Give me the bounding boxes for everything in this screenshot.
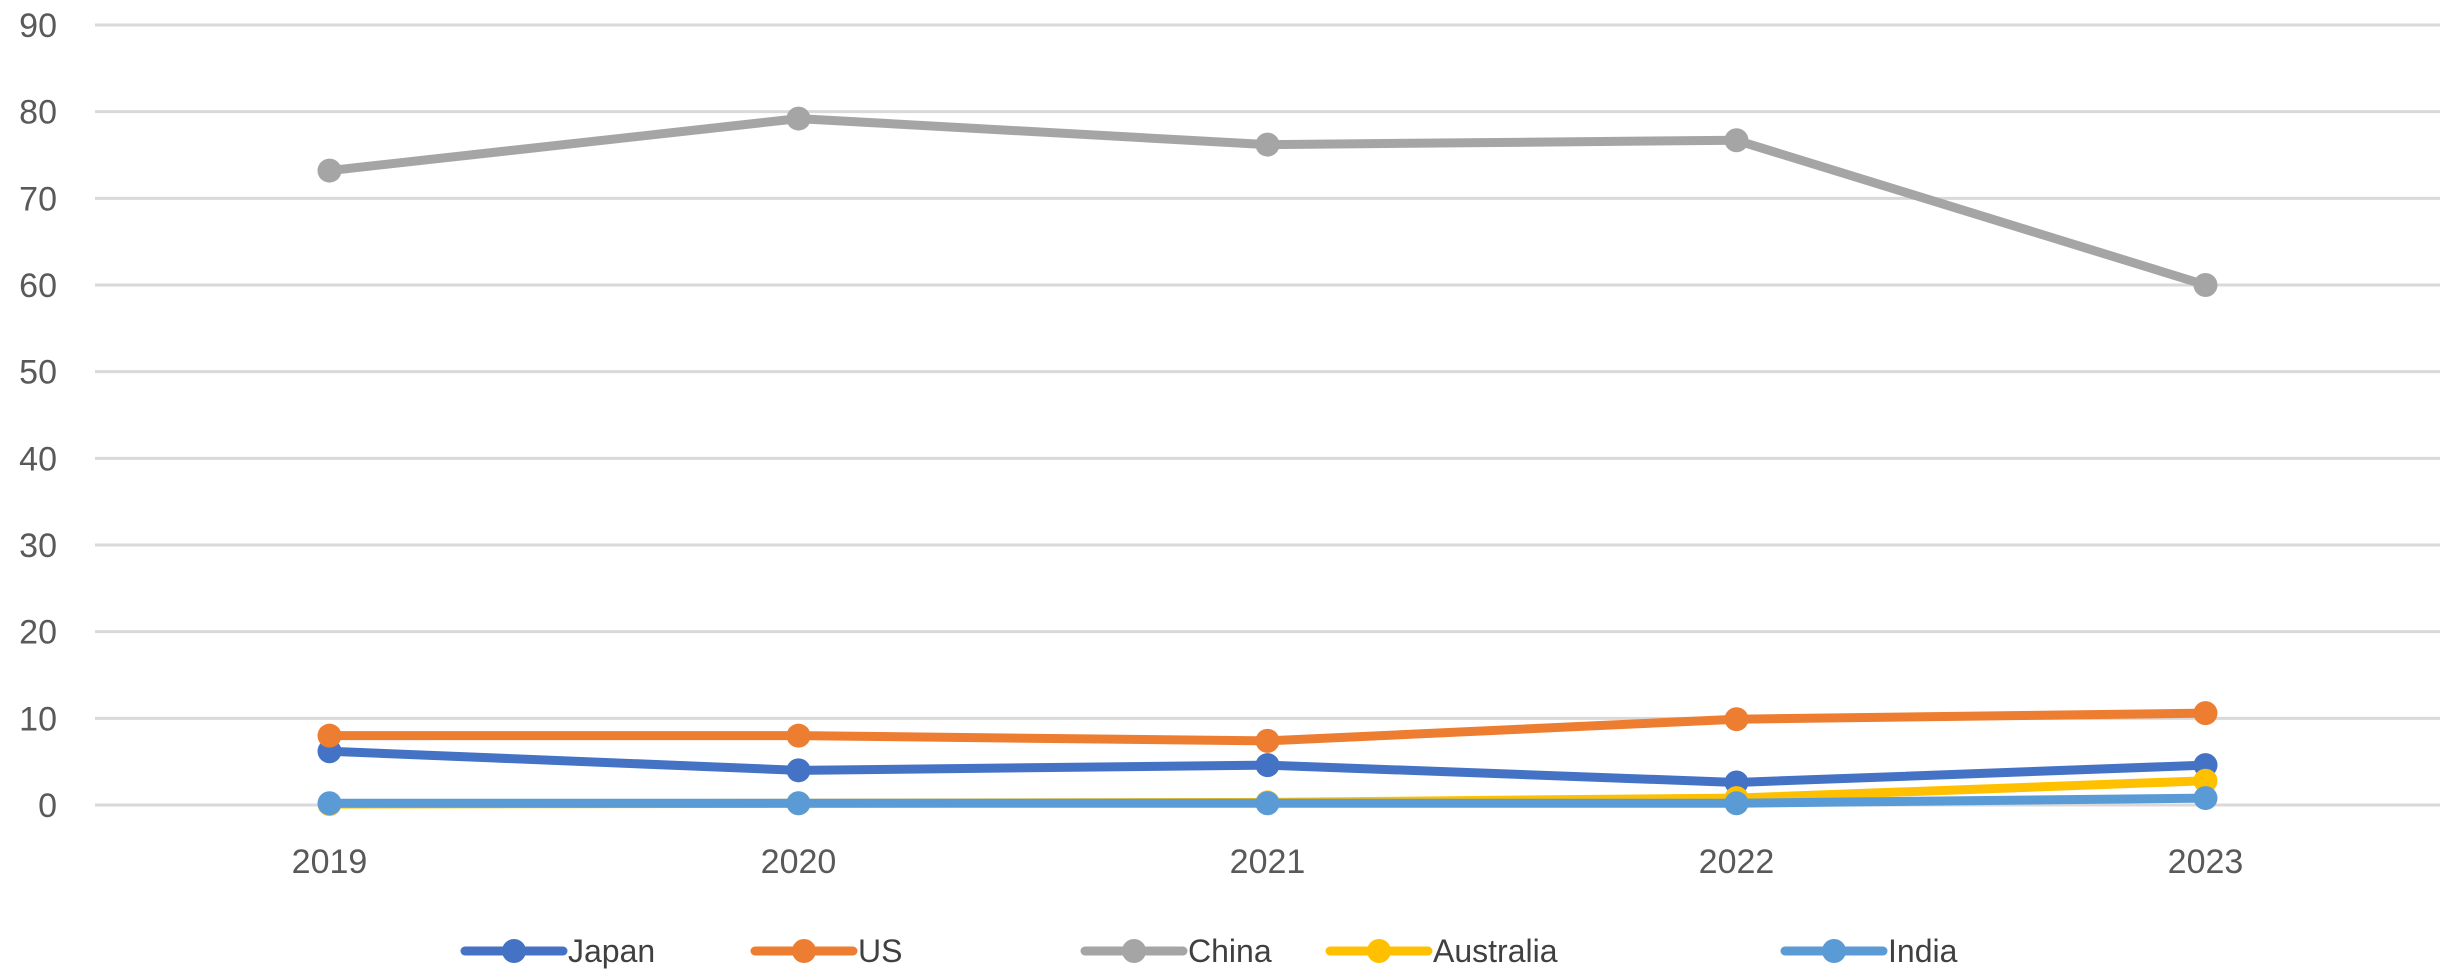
data-point — [2193, 701, 2218, 726]
legend-swatch-marker — [1367, 939, 1391, 963]
y-tick-label: 0 — [38, 787, 57, 825]
legend-swatch-marker — [792, 939, 816, 963]
data-point — [1724, 707, 1749, 732]
data-point — [1255, 132, 1280, 157]
data-point — [1255, 728, 1280, 753]
data-point — [1255, 791, 1280, 816]
data-point — [317, 791, 342, 816]
legend-swatch-marker — [1122, 939, 1146, 963]
data-point — [786, 758, 811, 783]
x-tick-label: 2019 — [292, 843, 368, 881]
series-lines — [317, 106, 2218, 817]
data-point — [1724, 791, 1749, 816]
legend-item-japan[interactable]: Japan — [460, 933, 655, 969]
y-tick-label: 70 — [19, 180, 57, 218]
data-point — [786, 723, 811, 748]
data-point — [1255, 753, 1280, 778]
x-tick-label: 2023 — [2168, 843, 2244, 881]
series-india — [317, 786, 2218, 816]
y-tick-label: 50 — [19, 354, 57, 392]
data-point — [2193, 768, 2218, 793]
legend-label: US — [858, 933, 902, 969]
legend-item-us[interactable]: US — [750, 933, 902, 969]
data-point — [2193, 273, 2218, 297]
legend-label: China — [1188, 933, 1272, 969]
legend-label: India — [1888, 933, 1958, 969]
x-tick-label: 2020 — [761, 843, 837, 881]
x-axis-tick-labels: 2019 2020 2021 2022 2023 — [292, 843, 2244, 881]
data-point — [317, 158, 342, 183]
data-point — [317, 723, 342, 748]
legend-swatch-marker — [502, 939, 526, 963]
x-tick-label: 2022 — [1699, 843, 1775, 881]
legend-item-india[interactable]: India — [1780, 933, 1958, 969]
data-point — [786, 106, 811, 131]
x-tick-label: 2021 — [1230, 843, 1306, 881]
y-tick-label: 20 — [19, 614, 57, 652]
legend: Japan US China Australia India — [460, 933, 1958, 969]
y-axis-tick-labels: 0 10 20 30 40 50 60 70 80 90 — [19, 7, 57, 825]
data-point — [1724, 128, 1749, 153]
legend-swatch-marker — [1822, 939, 1846, 963]
y-tick-label: 60 — [19, 267, 57, 305]
data-point — [2193, 786, 2218, 811]
legend-item-china[interactable]: China — [1080, 933, 1272, 969]
legend-item-australia[interactable]: Australia — [1325, 933, 1558, 969]
y-tick-label: 10 — [19, 700, 57, 738]
gridlines — [95, 23, 2440, 807]
y-tick-label: 80 — [19, 94, 57, 132]
legend-label: Australia — [1433, 933, 1558, 969]
y-tick-label: 30 — [19, 527, 57, 565]
series-us — [317, 701, 2218, 753]
y-tick-label: 90 — [19, 7, 57, 45]
legend-label: Japan — [568, 933, 655, 969]
series-china — [317, 106, 2218, 297]
y-tick-label: 40 — [19, 440, 57, 478]
data-point — [786, 791, 811, 816]
